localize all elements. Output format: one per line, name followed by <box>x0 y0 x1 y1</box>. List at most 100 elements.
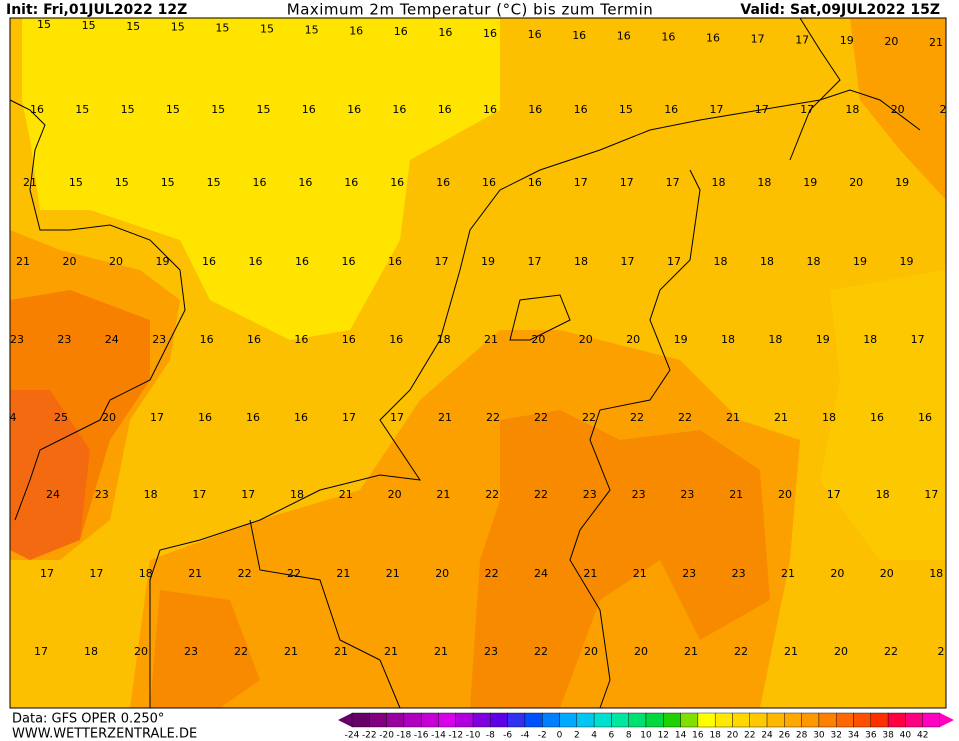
temperature-label: 23 <box>732 567 746 580</box>
temperature-label: 16 <box>574 103 588 116</box>
legend-arrow-right <box>940 713 954 727</box>
field-warm <box>130 330 800 708</box>
temperature-label: 22 <box>485 567 499 580</box>
temperature-label: 17 <box>795 33 809 46</box>
temperature-label: 20 <box>880 567 894 580</box>
temperature-label: 20 <box>388 488 402 501</box>
temperature-label: 21 <box>188 567 202 580</box>
temperature-label: 22 <box>884 645 898 658</box>
coastlines <box>9 17 921 709</box>
temperature-label: 16 <box>528 28 542 41</box>
legend-label: 34 <box>848 731 860 741</box>
legend-arrow-left <box>338 713 352 727</box>
temperature-label: 16 <box>661 31 675 44</box>
temperature-label: 20 <box>634 645 648 658</box>
temperature-label: 15 <box>75 103 89 116</box>
temperature-label: 15 <box>121 103 135 116</box>
temperature-label: 17 <box>710 103 724 116</box>
temperature-label: 17 <box>150 411 164 424</box>
temperature-label: 17 <box>574 176 588 189</box>
temperature-label: 16 <box>483 27 497 40</box>
legend-label: 2 <box>574 731 580 741</box>
temperature-label: 21 <box>16 255 30 268</box>
temperature-label: 18 <box>144 488 158 501</box>
temperature-label: 16 <box>918 411 932 424</box>
temperature-label: 21 <box>436 488 450 501</box>
temperature-label: 17 <box>800 103 814 116</box>
legend-label: 26 <box>779 731 791 741</box>
temperature-label: 20 <box>435 567 449 580</box>
legend-swatch <box>732 712 750 728</box>
field-mild <box>820 270 946 560</box>
temperature-label: 16 <box>347 103 361 116</box>
temperature-label: 15 <box>619 103 633 116</box>
legend-label: -22 <box>362 731 377 741</box>
legend-label: 14 <box>675 731 687 741</box>
temperature-label: 16 <box>349 24 363 37</box>
temperature-label: 16 <box>295 255 309 268</box>
temperature-label: 15 <box>115 176 129 189</box>
legend-swatch <box>905 712 923 728</box>
temperature-label: 22 <box>734 645 748 658</box>
temperature-label: 17 <box>89 567 103 580</box>
temperature-label: 16 <box>394 25 408 38</box>
temperature-label: 17 <box>667 255 681 268</box>
temperature-label: 22 <box>582 411 596 424</box>
temperature-label: 17 <box>528 255 542 268</box>
temperature-label: 23 <box>184 645 198 658</box>
temperature-label: 19 <box>481 255 495 268</box>
temperature-label: 15 <box>69 176 83 189</box>
temperature-label: 15 <box>37 18 51 31</box>
temperature-label: 20 <box>891 103 905 116</box>
legend: -24 -22 -20 -18 -16 -14 -12 -10 -8 -6 -4 -2 0 2 4 6 8 10 1… <box>338 712 954 741</box>
temperature-label: 19 <box>900 255 914 268</box>
temperature-label: 17 <box>620 176 634 189</box>
temperature-label: 21 <box>384 645 398 658</box>
legend-swatch <box>766 712 785 728</box>
field-hot <box>150 590 260 708</box>
temperature-label: 21 <box>774 411 788 424</box>
temperature-label: 18 <box>768 333 782 346</box>
temperature-label: 16 <box>482 176 496 189</box>
temperature-label: 15 <box>126 20 140 33</box>
temperature-label: 22 <box>485 488 499 501</box>
temperature-label: 23 <box>152 333 166 346</box>
border <box>249 519 401 709</box>
temperature-label: 15 <box>211 103 225 116</box>
temperature-label: 18 <box>863 333 877 346</box>
temperature-label: 22 <box>534 488 548 501</box>
legend-swatch <box>455 712 474 728</box>
temperature-label: 22 <box>238 567 252 580</box>
temperature-label: 21 <box>583 567 597 580</box>
temperature-label: 21 <box>339 488 353 501</box>
coast-england <box>9 99 186 521</box>
legend-swatch <box>472 712 491 728</box>
legend-swatch <box>559 712 578 728</box>
temperature-label: 16 <box>344 176 358 189</box>
legend-label: 32 <box>831 731 842 741</box>
legend-label: -20 <box>379 731 394 741</box>
temperature-label: 18 <box>929 567 943 580</box>
temperature-label: 16 <box>342 333 356 346</box>
temperature-label: 15 <box>82 19 96 32</box>
temperature-label: 23 <box>583 488 597 501</box>
temperature-label: 21 <box>434 645 448 658</box>
temperature-label: 15 <box>171 21 185 34</box>
legend-label: -2 <box>538 731 547 741</box>
legend-label: -16 <box>414 731 429 741</box>
temperature-label: 21 <box>438 411 452 424</box>
temperature-label: 16 <box>294 411 308 424</box>
temperature-label: 16 <box>200 333 214 346</box>
temperature-label: 16 <box>294 333 308 346</box>
temperature-label: 16 <box>390 176 404 189</box>
temperature-label: 17 <box>924 488 938 501</box>
temperature-label: 19 <box>674 333 688 346</box>
temperature-label: 19 <box>816 333 830 346</box>
temperature-label: 17 <box>911 333 925 346</box>
legend-label: 4 <box>591 731 597 741</box>
site-name: WWW.WETTERZENTRALE.DE <box>12 727 197 741</box>
field-warm <box>850 18 946 200</box>
temperature-label: 17 <box>342 411 356 424</box>
map-title: Maximum 2m Temperatur (°C) bis zum Termi… <box>287 1 654 19</box>
coast-france <box>149 489 321 708</box>
